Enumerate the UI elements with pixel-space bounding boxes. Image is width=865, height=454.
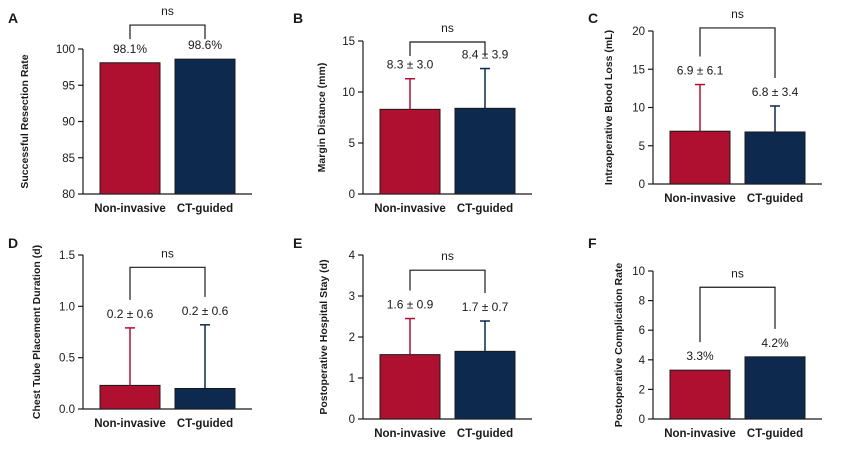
bar-non-invasive: [669, 130, 731, 185]
data-label: 1.6 ± 0.9: [387, 298, 434, 312]
significance-bracket: [129, 24, 206, 40]
category-label: Non-invasive: [94, 418, 166, 430]
significance-label: ns: [731, 7, 744, 21]
significance-bracket: [699, 27, 776, 78]
data-label: 3.3%: [686, 349, 714, 363]
data-label: 1.7 ± 0.7: [462, 300, 509, 314]
significance-bracket: [409, 41, 486, 57]
y-tick-label: 8: [639, 296, 645, 308]
bar-ct-guided: [174, 58, 236, 195]
y-tick-label: 1.5: [59, 250, 75, 262]
data-label: 98.6%: [188, 38, 222, 52]
y-tick-label: 5: [349, 138, 355, 150]
chart-panel-d: D 0.0 0.5 1.0 1.5 Chest Tube Placement Durati…: [8, 235, 252, 430]
bar-non-invasive: [669, 369, 731, 420]
y-tick-label: 100: [56, 44, 75, 56]
chart-panel-b: B 0 5 10 15 Margin Distance (mm) 8.3 ± 3.0 Non-…: [293, 10, 532, 215]
significance-bracket: [129, 266, 206, 300]
y-tick-label: 10: [632, 103, 645, 115]
significance-label: ns: [731, 266, 744, 280]
chart-panel-c: C 0 5 10 15 20 Intraoperative Blood Loss (mL) 6…: [588, 7, 822, 205]
y-tick-label: 5: [639, 141, 645, 153]
y-tick-label: 15: [342, 36, 355, 48]
significance-label: ns: [161, 246, 174, 260]
category-label: CT-guided: [177, 418, 233, 430]
y-tick-label: 90: [62, 117, 75, 129]
y-axis-label: Margin Distance (mm): [316, 63, 328, 173]
panel-letter-b: B: [293, 10, 303, 26]
bar-non-invasive: [379, 108, 441, 195]
significance-label: ns: [161, 4, 174, 18]
bar-ct-guided: [454, 350, 516, 420]
y-tick-label: 1: [349, 373, 355, 385]
bar-non-invasive: [99, 62, 161, 195]
data-label: 6.8 ± 3.4: [752, 85, 799, 99]
category-label: Non-invasive: [374, 203, 446, 215]
y-axis-label: Chest Tube Placement Duration (d): [31, 245, 43, 419]
y-tick-label: 0: [639, 179, 645, 191]
y-tick-label: 0.5: [59, 353, 75, 365]
y-axis-label: Successful Resection Rate: [19, 54, 31, 188]
chart-panel-f: F 0 2 4 6 8 10 Postoperative Complication Rate 3…: [588, 235, 822, 440]
significance-label: ns: [441, 21, 454, 35]
significance-bracket: [409, 269, 486, 294]
y-tick-label: 4: [639, 355, 646, 367]
y-tick-label: 0.0: [59, 404, 75, 416]
bar-ct-guided: [744, 356, 806, 420]
bar-ct-guided: [744, 131, 806, 185]
panel-letter-d: D: [8, 235, 18, 251]
y-tick-label: 3: [349, 291, 355, 303]
y-tick-label: 0: [349, 414, 355, 426]
category-label: Non-invasive: [664, 193, 736, 205]
y-tick-label: 1.0: [59, 301, 75, 313]
category-label: CT-guided: [747, 193, 803, 205]
category-label: CT-guided: [177, 203, 233, 215]
y-tick-label: 4: [349, 250, 356, 262]
category-label: CT-guided: [747, 428, 803, 440]
chart-panel-a: A 80 85 90 95 100 Successful Resection Rate 98.…: [8, 4, 252, 215]
category-label: Non-invasive: [94, 203, 166, 215]
chart-panel-e: E 0 1 2 3 4 Postoperative Hospital Stay (d) 1.6…: [293, 235, 532, 440]
y-tick-label: 0: [349, 189, 355, 201]
data-label: 4.2%: [761, 336, 789, 350]
panel-letter-f: F: [588, 235, 597, 251]
y-tick-label: 2: [639, 384, 645, 396]
data-label: 6.9 ± 6.1: [677, 64, 724, 78]
category-label: Non-invasive: [374, 428, 446, 440]
data-label: 8.3 ± 3.0: [387, 58, 434, 72]
y-tick-label: 10: [632, 266, 645, 278]
significance-bracket: [699, 286, 776, 343]
bar-ct-guided: [454, 107, 516, 195]
y-tick-label: 15: [632, 64, 645, 76]
significance-label: ns: [441, 249, 454, 263]
y-axis-label: Intraoperative Blood Loss (mL): [603, 30, 615, 185]
bar-non-invasive: [379, 354, 441, 420]
y-tick-label: 80: [62, 189, 75, 201]
panel-letter-a: A: [8, 10, 18, 26]
panel-letter-c: C: [588, 10, 598, 26]
y-tick-label: 0: [639, 414, 645, 426]
y-axis-label: Postoperative Complication Rate: [613, 263, 625, 428]
y-tick-label: 6: [639, 325, 645, 337]
y-tick-label: 2: [349, 332, 355, 344]
category-label: CT-guided: [457, 203, 513, 215]
category-label: CT-guided: [457, 428, 513, 440]
y-tick-label: 95: [62, 80, 75, 92]
y-axis-label: Postoperative Hospital Stay (d): [318, 259, 330, 414]
data-label: 0.2 ± 0.6: [182, 304, 229, 318]
bar-non-invasive: [99, 384, 161, 410]
bar-ct-guided: [174, 387, 236, 410]
data-label: 0.2 ± 0.6: [107, 307, 154, 321]
y-tick-label: 10: [342, 87, 355, 99]
y-tick-label: 85: [62, 153, 75, 165]
y-tick-label: 20: [632, 26, 645, 38]
category-label: Non-invasive: [664, 428, 736, 440]
data-label: 98.1%: [113, 42, 147, 56]
panel-letter-e: E: [293, 235, 302, 251]
